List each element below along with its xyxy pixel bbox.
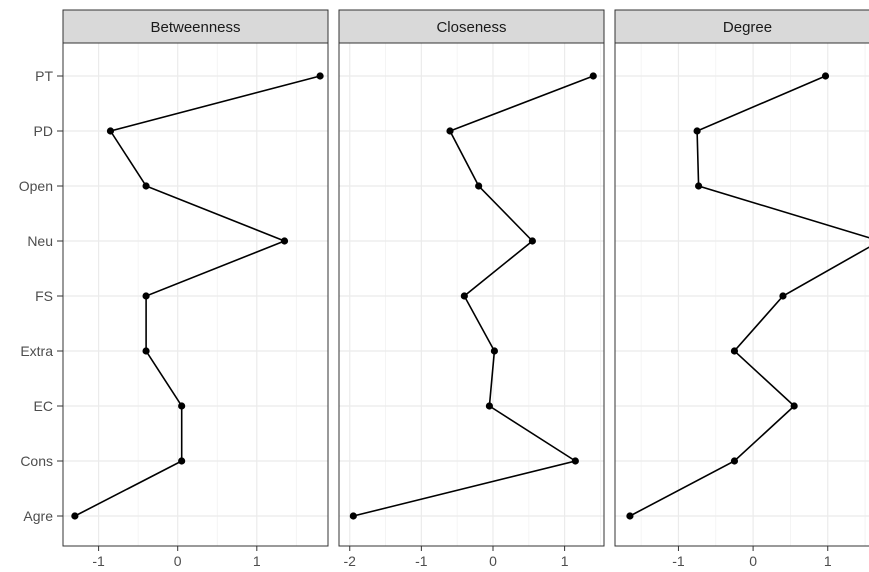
panel-closeness: Closeness -2 -1 0 1 — [338, 9, 605, 569]
x-tick-label-betweenness: 0 — [174, 553, 182, 569]
data-point-closeness-fs — [460, 292, 468, 300]
data-point-closeness-ec — [485, 402, 494, 410]
data-point-degree-pt — [821, 72, 830, 80]
panel-background-betweenness — [63, 43, 328, 546]
x-tick-label-betweenness: -1 — [92, 553, 105, 569]
y-tick-label-extra: Extra — [20, 343, 53, 359]
y-tick-label-pt: PT — [35, 68, 53, 84]
data-point-closeness-neu — [528, 237, 536, 245]
facet-strip-closeness — [338, 9, 605, 44]
data-point-betweenness-open — [142, 182, 150, 190]
data-point-degree-cons — [730, 457, 739, 465]
facet-title-closeness: Closeness — [436, 19, 506, 36]
data-point-betweenness-pt — [316, 72, 324, 80]
data-point-degree-fs — [779, 292, 787, 300]
y-tick-label-pd: PD — [34, 123, 53, 139]
panel-background-closeness — [339, 43, 604, 546]
x-tick-label-closeness: -1 — [415, 553, 428, 569]
data-point-betweenness-cons — [178, 457, 186, 465]
facet-title-degree: Degree — [723, 19, 772, 36]
data-point-closeness-cons — [571, 457, 579, 465]
data-point-betweenness-fs — [142, 292, 150, 300]
facet-title-betweenness: Betweenness — [150, 19, 240, 36]
data-point-betweenness-ec — [178, 402, 186, 410]
y-tick-label-ec: EC — [34, 398, 53, 414]
data-point-betweenness-pd — [106, 127, 115, 135]
facet-strip-betweenness — [62, 9, 329, 44]
y-tick-label-cons: Cons — [20, 453, 53, 469]
panel-degree: Degree -1 0 1 — [614, 9, 869, 569]
data-point-degree-ec — [790, 402, 798, 410]
data-point-degree-extra — [730, 347, 739, 355]
facet-strip-degree — [614, 9, 869, 44]
y-tick-label-fs: FS — [35, 288, 53, 304]
panel-betweenness: Betweenness -1 0 1 — [62, 9, 329, 569]
x-tick-label-betweenness: 1 — [253, 553, 261, 569]
y-tick-label-open: Open — [19, 178, 53, 194]
data-point-betweenness-extra — [142, 347, 150, 355]
x-tick-label-degree: 1 — [824, 553, 832, 569]
x-tick-label-closeness: 1 — [561, 553, 569, 569]
data-point-degree-agre — [626, 512, 634, 520]
x-tick-label-closeness: -2 — [344, 553, 357, 569]
data-point-degree-open — [695, 182, 703, 190]
data-point-closeness-agre — [349, 512, 357, 520]
data-point-betweenness-agre — [71, 512, 79, 520]
x-tick-label-degree: 0 — [749, 553, 757, 569]
panel-background-degree — [615, 43, 869, 546]
data-point-closeness-extra — [490, 347, 499, 355]
data-point-degree-pd — [693, 127, 701, 135]
data-point-closeness-pd — [446, 127, 454, 135]
data-point-closeness-open — [475, 182, 483, 190]
y-tick-label-neu: Neu — [27, 233, 53, 249]
y-tick-label-agre: Agre — [23, 508, 53, 524]
x-tick-label-closeness: 0 — [489, 553, 497, 569]
x-tick-label-degree: -1 — [672, 553, 685, 569]
data-point-betweenness-neu — [280, 237, 289, 245]
data-point-closeness-pt — [589, 72, 597, 80]
